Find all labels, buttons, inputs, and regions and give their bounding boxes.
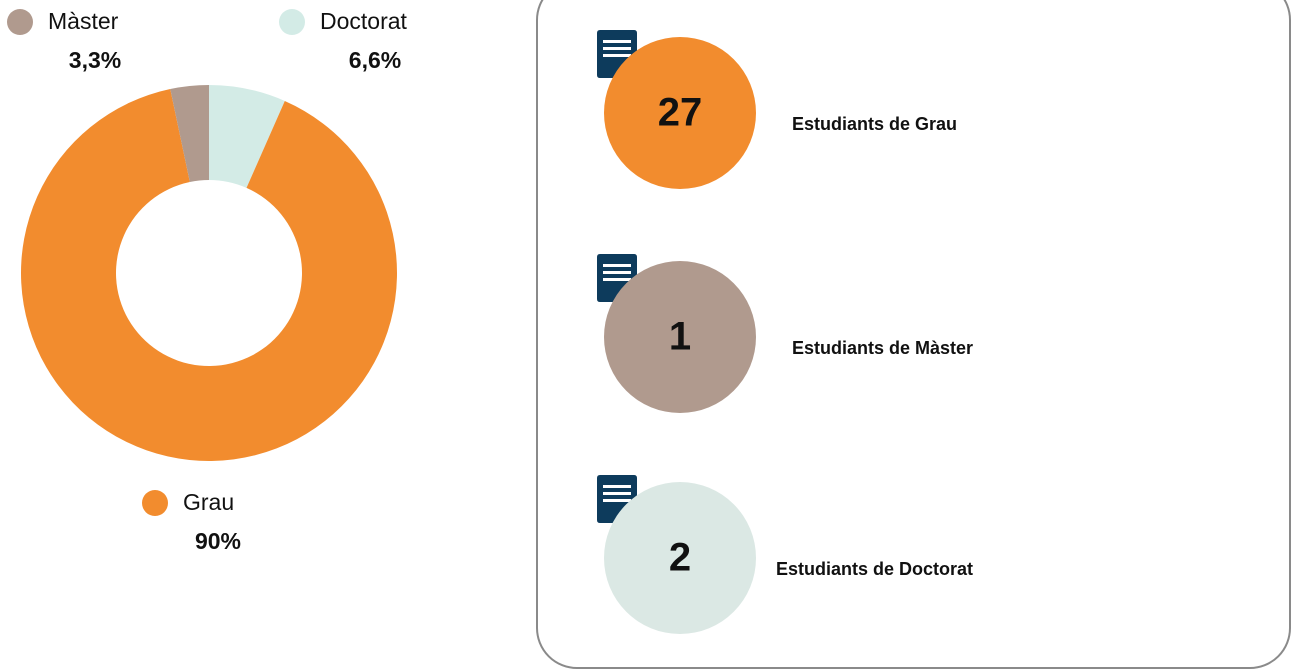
- pie-slice: [209, 85, 285, 188]
- card-label: Estudiants de Doctorat: [776, 559, 973, 579]
- count: 27: [658, 91, 703, 135]
- doc-icon-line: [603, 47, 631, 50]
- cards-panel: [536, 0, 1291, 669]
- count-circle: [604, 482, 756, 634]
- pie-slice: [170, 85, 209, 182]
- value-label: 90%: [195, 528, 241, 554]
- doc-icon-line: [603, 492, 631, 495]
- legend-dot: [279, 9, 305, 35]
- legend-label: Màster: [48, 8, 119, 34]
- legend-label: Grau: [183, 489, 234, 515]
- doc-icon-line: [603, 54, 631, 57]
- doc-icon-line: [603, 271, 631, 274]
- count: 1: [669, 315, 691, 359]
- doc-icon-line: [603, 264, 631, 267]
- count-circle: [604, 261, 756, 413]
- doc-icon-line: [603, 278, 631, 281]
- legend-dot: [142, 490, 168, 516]
- doc-icon-line: [603, 485, 631, 488]
- doc-icon-line: [603, 499, 631, 502]
- card-label: Estudiants de Grau: [792, 114, 957, 134]
- count: 2: [669, 536, 691, 580]
- count-circle: [604, 37, 756, 189]
- value-label: 3,3%: [69, 47, 121, 73]
- doc-icon-line: [603, 40, 631, 43]
- card-label: Estudiants de Màster: [792, 338, 973, 358]
- legend-label: Doctorat: [320, 8, 408, 34]
- pie-slice: [20, 89, 398, 462]
- legend-dot: [7, 9, 33, 35]
- value-label: 6,6%: [349, 47, 401, 73]
